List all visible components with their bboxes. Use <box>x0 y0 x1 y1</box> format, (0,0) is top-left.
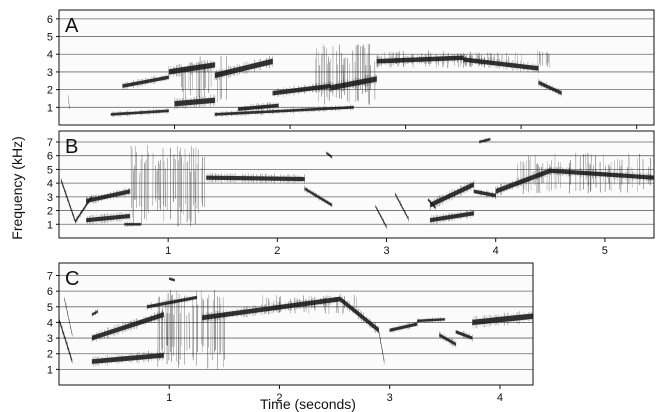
y-tick-label: 3 <box>47 192 53 204</box>
harmonic-trace <box>549 166 654 183</box>
panel-frame <box>58 130 655 239</box>
harmonic-trace <box>495 166 551 196</box>
harmonic-trace <box>463 54 539 74</box>
harmonic-trace <box>472 311 533 329</box>
x-tick-label: 2 <box>274 245 280 257</box>
harmonic-trace <box>146 295 198 310</box>
x-tick-label: 5 <box>602 245 608 257</box>
x-tick-label: 1 <box>165 245 171 257</box>
y-tick-label: 2 <box>47 85 53 97</box>
harmonic-trace <box>174 94 216 111</box>
harmonic-trace <box>110 108 170 118</box>
harmonic-trace <box>206 172 305 184</box>
x-tick-label: 3 <box>387 392 393 404</box>
harmonic-trace <box>237 101 279 113</box>
harmonic-trace <box>168 60 216 78</box>
panel-background <box>59 131 654 238</box>
panel-frame <box>58 9 655 126</box>
harmonic-trace <box>85 211 131 225</box>
harmonic-trace <box>538 78 562 97</box>
harmonic-trace <box>330 74 378 93</box>
y-tick-label: 3 <box>47 333 53 345</box>
y-tick-label: 4 <box>47 178 53 190</box>
harmonic-trace <box>376 52 464 67</box>
harmonic-trace <box>304 185 333 208</box>
harmonic-trace <box>214 55 274 81</box>
y-tick-label: 5 <box>47 32 53 44</box>
x-tick-label: 2 <box>276 392 282 404</box>
harmonic-trace <box>91 308 98 317</box>
panel-letter: A <box>65 15 79 37</box>
y-tick-label: 2 <box>47 206 53 218</box>
harmonic-trace <box>64 296 73 337</box>
y-tick-label: 1 <box>47 102 53 114</box>
plot-area <box>59 18 654 118</box>
y-tick-label: 6 <box>47 151 53 163</box>
x-tick-label: 4 <box>497 392 503 404</box>
y-tick-label: 5 <box>47 302 53 314</box>
plot-area <box>59 137 654 230</box>
harmonic-trace <box>85 187 131 206</box>
harmonic-trace <box>168 276 176 283</box>
x-axis-title: Time (seconds) <box>260 396 356 412</box>
harmonic-trace <box>427 198 436 211</box>
y-tick-label: 4 <box>47 317 53 329</box>
harmonic-trace <box>91 309 165 343</box>
x-tick-label: 3 <box>383 245 389 257</box>
y-tick-label: 2 <box>47 349 53 361</box>
noise-region <box>130 145 206 227</box>
harmonic-trace <box>479 137 491 144</box>
y-tick-label: 3 <box>47 67 53 79</box>
harmonic-trace <box>394 192 409 222</box>
panel-a: A12345612345 <box>47 9 655 144</box>
panel-frame <box>58 262 534 386</box>
harmonic-trace <box>339 293 379 333</box>
panel-c: C 1 2 3 4 5 6 7 1 2 3 4 <box>47 262 534 404</box>
harmonic-trace <box>60 178 76 224</box>
harmonic-trace <box>122 74 170 90</box>
harmonic-trace <box>429 208 475 225</box>
harmonic-trace <box>202 295 341 323</box>
plot-area <box>59 275 533 370</box>
y-tick-label: 6 <box>47 14 53 26</box>
panel-letter: C <box>65 268 79 290</box>
harmonic-trace <box>326 151 333 160</box>
y-tick-label: 7 <box>47 137 53 149</box>
harmonic-trace <box>416 316 446 324</box>
y-tick-label: 5 <box>47 164 53 176</box>
harmonic-trace <box>272 81 331 98</box>
harmonic-trace <box>59 314 73 364</box>
harmonic-trace <box>214 104 354 117</box>
y-tick-label: 4 <box>47 49 53 61</box>
harmonic-trace <box>124 221 142 228</box>
harmonic-trace <box>429 180 475 211</box>
harmonic-trace <box>473 189 496 200</box>
harmonic-trace <box>91 350 165 367</box>
harmonic-trace <box>439 331 457 348</box>
harmonic-trace <box>375 204 387 230</box>
y-tick-label: 6 <box>47 286 53 298</box>
x-tick-label: 4 <box>493 245 499 257</box>
harmonic-trace <box>67 95 70 110</box>
y-axis-title: Frequency (kHz) <box>9 136 25 239</box>
y-tick-label: 1 <box>47 364 53 376</box>
y-tick-label: 1 <box>47 219 53 231</box>
y-tick-label: 7 <box>47 271 53 283</box>
harmonic-trace <box>378 326 385 365</box>
x-tick-label: 1 <box>166 392 172 404</box>
panel-letter: B <box>65 136 78 158</box>
harmonic-trace <box>455 329 473 342</box>
panel-background <box>59 10 654 125</box>
